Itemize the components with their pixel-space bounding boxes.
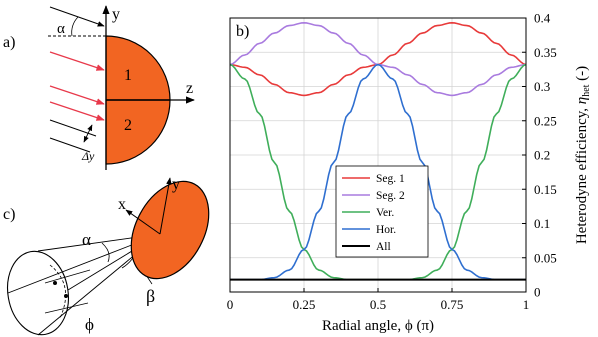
y-tick-label: 0.05: [534, 250, 557, 265]
legend-item: All: [342, 241, 391, 253]
alpha-arc: [71, 16, 79, 37]
c-beta-label: β: [146, 286, 155, 306]
y-tick-label: 0.3: [534, 79, 550, 94]
y-tick-label: 0.2: [534, 148, 550, 163]
segment-2-label: 2: [124, 117, 132, 134]
phi-pointer: [44, 302, 89, 314]
c-phi-label: ϕ: [85, 315, 94, 334]
panel-b-label: b): [236, 23, 249, 40]
dashed-curve: [49, 264, 67, 319]
legend-label: Seg. 1: [376, 173, 405, 185]
legend: Seg. 1 Seg. 2 Ver. Hor. All: [335, 165, 429, 258]
y-tick-label: 0.1: [534, 216, 550, 231]
point-dot: [53, 281, 57, 285]
x-tick-label: 0.75: [441, 297, 464, 312]
x-axis-arrow: [125, 209, 161, 235]
ray-line: [49, 137, 91, 153]
c-alpha-label: α: [82, 230, 91, 249]
panel-c: c) α β ϕ x y: [3, 176, 210, 336]
y-axis-title-sub: het: [581, 84, 592, 96]
panel-a-label: a): [3, 34, 15, 51]
segment-1-label: 1: [124, 67, 132, 84]
legend-item: Hor.: [342, 224, 396, 236]
legend-label: Ver.: [376, 207, 394, 219]
legend-label: All: [376, 241, 391, 253]
legend-label: Seg. 2: [376, 190, 405, 202]
x-tick-label: 0.5: [370, 297, 386, 312]
axis-z-label: z: [186, 80, 193, 97]
y-tick-label: 0.35: [534, 45, 557, 60]
c-y-axis-arrow: [159, 177, 172, 235]
legend-item: Ver.: [342, 207, 394, 219]
axis-y-label: y: [112, 6, 120, 23]
delta-y-label: Δy: [81, 149, 95, 163]
x-axis-title: Radial angle, ϕ (π): [322, 318, 434, 334]
tilted-disk: [130, 180, 210, 280]
y-tick-label: 0.25: [534, 113, 557, 128]
angle-alpha-label: α: [57, 21, 65, 37]
red-ray: [49, 101, 105, 121]
legend-item: Seg. 1: [342, 173, 405, 185]
point-dot: [64, 294, 68, 298]
red-ray: [49, 85, 105, 105]
legend-item: Seg. 2: [342, 190, 405, 202]
y-axis-title-symbol: η: [574, 97, 590, 104]
series-group: [229, 21, 527, 281]
c-axis-x-label: x: [118, 196, 126, 213]
guide-line: [44, 269, 91, 284]
delta-y-marker: [83, 124, 93, 143]
x-tick-label: 1: [523, 297, 530, 312]
ray-line: [49, 119, 97, 137]
y-axis-title: Heterodyne efficiency, ηhet (-): [574, 66, 592, 244]
chart-panel-b: 0 0.25 0.5 0.75 100.050.10.150.20.250.30.350…: [227, 11, 592, 335]
aperture-ellipse: [7, 250, 69, 336]
alpha-arc-c: [101, 242, 110, 263]
y-axis-title-unit: (-): [574, 66, 590, 81]
series-line-hor: [230, 63, 526, 281]
y-tick-label: 0.4: [534, 11, 551, 26]
y-tick-label: 0.15: [534, 182, 557, 197]
red-ray: [49, 51, 105, 71]
ray-line: [49, 6, 105, 27]
x-tick-label: 0: [227, 297, 234, 312]
ticks: 0 0.25 0.5 0.75 100.050.10.150.20.250.30.350…: [227, 11, 557, 313]
legend-label: Hor.: [376, 224, 396, 236]
y-tick-label: 0: [534, 285, 541, 300]
panel-c-label: c): [3, 206, 15, 223]
y-axis-title-main: Heterodyne efficiency,: [574, 108, 590, 244]
c-axis-y-label: y: [172, 176, 180, 193]
x-tick-label: 0.25: [293, 297, 316, 312]
panel-a: a) α 1 2 y z Δy: [3, 5, 195, 170]
